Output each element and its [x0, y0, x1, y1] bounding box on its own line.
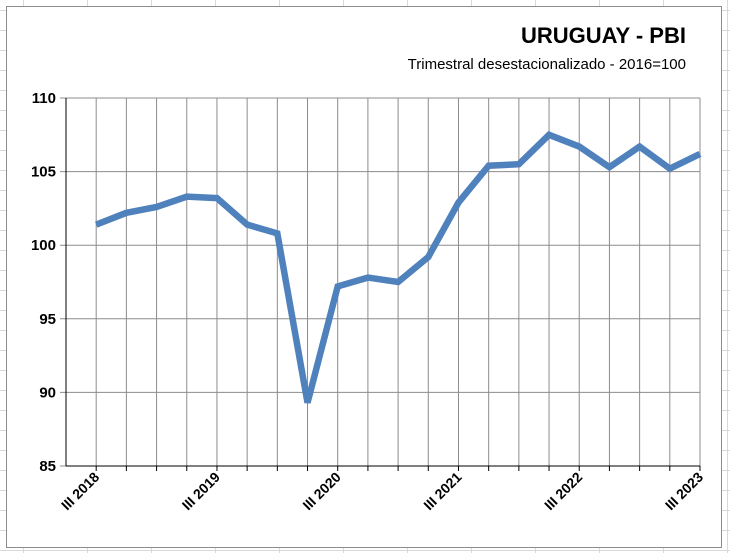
chart-subtitle: Trimestral desestacionalizado - 2016=100 [408, 56, 686, 73]
x-tick-label: III 2019 [179, 469, 223, 513]
y-tick-label: 100 [31, 237, 56, 254]
y-tick-label: 90 [39, 384, 56, 401]
x-tick-label: III 2021 [420, 469, 464, 513]
x-axis-ticks: III 2018 III 2019 III 2020 III 2021 III 2022… [58, 469, 706, 513]
x-tick-label: III 2023 [662, 469, 706, 513]
y-tick-label: 105 [31, 164, 56, 181]
x-tick-label: III 2020 [299, 469, 343, 513]
chart-title: URUGUAY - PBI [521, 23, 686, 48]
plot-grid [60, 97, 701, 471]
y-tick-label: 95 [39, 311, 56, 328]
x-tick-label: III 2022 [541, 469, 585, 513]
y-tick-label: 85 [39, 458, 56, 475]
y-tick-label: 110 [32, 90, 56, 107]
series-layer [95, 131, 702, 404]
x-tick-label: III 2018 [58, 469, 102, 513]
y-axis-ticks: 85 90 95 100 105 110 [31, 90, 56, 475]
